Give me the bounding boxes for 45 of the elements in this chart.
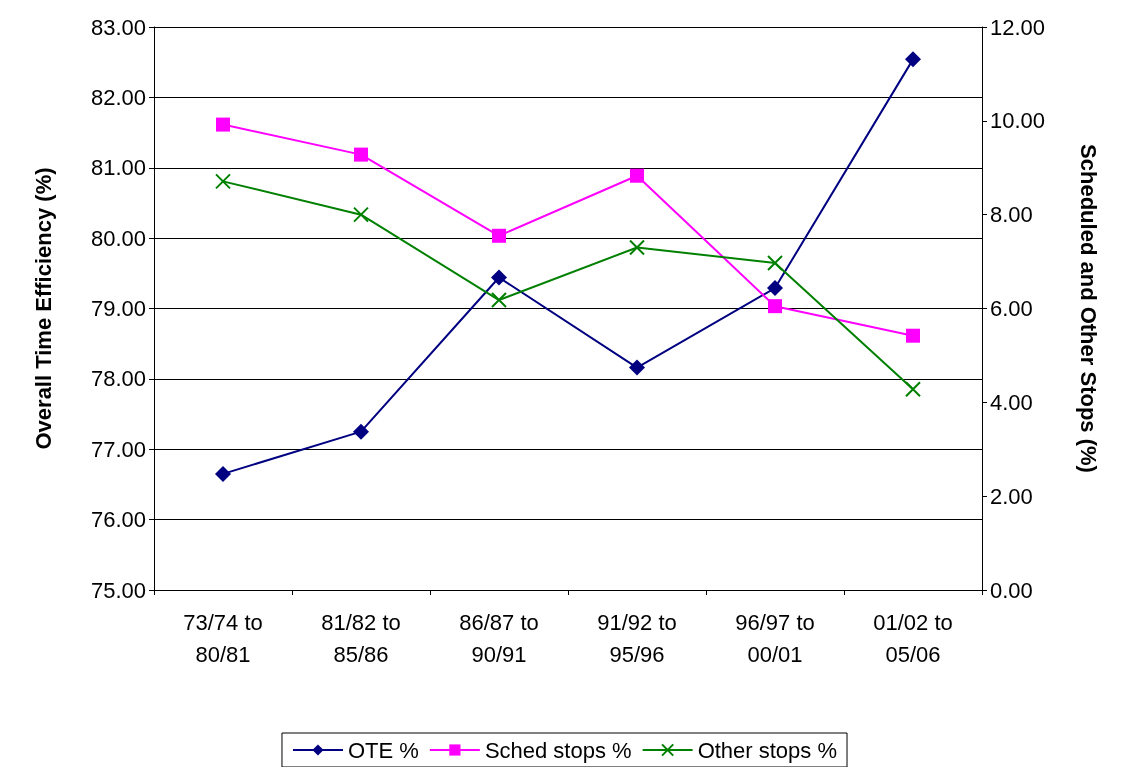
y2-tick-label: 0.00	[990, 577, 1033, 603]
y2-tick-label: 10.00	[990, 108, 1046, 134]
point	[768, 299, 782, 314]
point	[905, 381, 921, 398]
point	[216, 117, 230, 132]
y-tick-label: 81.00	[90, 155, 146, 181]
y2-tick-label: 4.00	[990, 389, 1033, 415]
x-tick-label: 81/82 to 85/86	[321, 609, 401, 667]
y2-tick-label: 12.00	[990, 14, 1046, 40]
y2-tick-label: 8.00	[990, 202, 1033, 228]
y-tick-label: 78.00	[90, 366, 146, 392]
x-tick-label: 73/74 to 80/81	[183, 609, 263, 667]
legend-label: OTE %	[347, 737, 419, 763]
point	[767, 254, 783, 271]
y2-axis-title: Scheduled and Other Stops (%)	[1075, 144, 1101, 473]
point	[491, 292, 507, 309]
y-tick-label: 77.00	[90, 436, 146, 462]
x-tick-label: 01/02 to 05/06	[873, 609, 953, 667]
point	[905, 51, 921, 68]
point	[767, 280, 783, 297]
y-axis-title: Overall Time Efficiency (%)	[30, 167, 56, 450]
point	[354, 147, 368, 162]
y2-tick-label: 2.00	[990, 483, 1033, 509]
y-tick-label: 75.00	[90, 577, 146, 603]
point	[353, 423, 369, 440]
y-tick-label: 79.00	[90, 296, 146, 321]
y-tick-label: 76.00	[90, 507, 146, 533]
point	[215, 173, 231, 190]
x-tick-label: 91/92 to 95/96	[597, 609, 677, 667]
point	[215, 465, 231, 482]
y-tick-label: 80.00	[90, 225, 146, 251]
point	[492, 228, 506, 243]
point	[629, 359, 645, 376]
x-tick-label: 86/87 to 90/91	[459, 609, 539, 667]
legend-label: Other stops %	[697, 737, 838, 763]
point	[353, 206, 369, 223]
point	[629, 239, 645, 256]
point	[491, 269, 507, 286]
legend-label: Sched stops %	[484, 737, 632, 763]
point	[906, 328, 920, 343]
point	[630, 168, 644, 183]
y2-tick-label: 6.00	[990, 296, 1033, 321]
y-tick-label: 83.00	[90, 14, 146, 40]
x-tick-label: 96/97 to 00/01	[735, 609, 815, 667]
y-tick-label: 82.00	[90, 84, 146, 110]
